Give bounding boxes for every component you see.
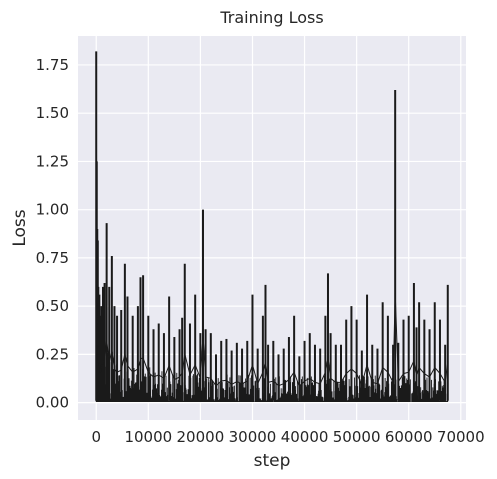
x-tick-label: 40000 [281, 428, 329, 446]
y-tick-label: 1.50 [36, 104, 69, 122]
y-tick-label: 1.00 [36, 201, 69, 219]
y-axis-label: Loss [10, 209, 30, 246]
loss-line [95, 279, 449, 388]
x-tick-labels: 0 10000 20000 30000 40000 50000 60000 70000 [91, 428, 484, 446]
series-group [95, 51, 449, 403]
x-tick-label: 10000 [124, 428, 172, 446]
x-axis-label: step [254, 451, 291, 471]
x-tick-label: 70000 [437, 428, 485, 446]
x-tick-label: 60000 [385, 428, 433, 446]
y-tick-label: 0.75 [36, 249, 69, 267]
y-tick-label: 0.50 [36, 297, 69, 315]
y-tick-labels: 0.00 0.25 0.50 0.75 1.00 1.25 1.50 1.75 [36, 56, 69, 412]
y-tick-label: 0.00 [36, 394, 69, 412]
x-tick-label: 50000 [333, 428, 381, 446]
y-tick-label: 1.75 [36, 56, 69, 74]
x-tick-label: 0 [91, 428, 101, 446]
grid-lines [78, 36, 466, 420]
y-tick-label: 0.25 [36, 345, 69, 363]
x-tick-label: 20000 [177, 428, 225, 446]
chart-title: Training Loss [219, 8, 323, 27]
y-tick-label: 1.25 [36, 152, 69, 170]
x-tick-label: 30000 [229, 428, 277, 446]
